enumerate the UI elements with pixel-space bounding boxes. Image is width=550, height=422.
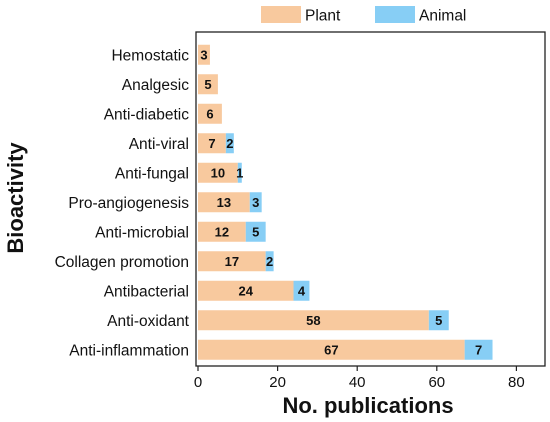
category-label-anti-oxidant: Anti-oxidant — [107, 313, 190, 330]
bar-animal-pro-angiogenesis — [249, 192, 262, 213]
axes-group: 0 20 40 60 80 — [194, 31, 546, 391]
bars-group — [198, 44, 493, 360]
data-label-animal-anti-oxidant: 5 — [435, 313, 442, 328]
data-label-plant-collagen-promotion: 17 — [225, 254, 239, 269]
legend-swatch-animal — [375, 6, 415, 23]
category-label-hemostatic: Hemostatic — [111, 47, 189, 64]
data-label-plant-anti-fungal: 10 — [211, 165, 225, 180]
bar-plant-collagen-promotion — [198, 251, 266, 272]
data-label-animal-antibacterial: 4 — [298, 283, 306, 298]
data-label-animal-anti-fungal: 1 — [236, 165, 243, 180]
data-label-plant-pro-angiogenesis: 13 — [217, 195, 231, 210]
bar-plant-anti-diabetic — [198, 103, 222, 124]
data-label-animal-anti-inflammation: 7 — [475, 342, 482, 357]
bar-plant-antibacterial — [198, 280, 294, 301]
category-label-anti-diabetic: Anti-diabetic — [104, 106, 190, 123]
category-label-pro-angiogenesis: Pro-angiogenesis — [68, 195, 189, 212]
bar-plant-anti-oxidant — [198, 310, 429, 331]
bar-animal-anti-viral — [225, 133, 234, 154]
bar-animal-anti-microbial — [245, 221, 266, 242]
x-axis-title: No. publications — [282, 393, 453, 418]
data-label-plant-anti-microbial: 12 — [215, 224, 229, 239]
data-label-animal-pro-angiogenesis: 3 — [252, 195, 259, 210]
category-label-anti-fungal: Anti-fungal — [115, 165, 189, 182]
data-label-plant-anti-viral: 7 — [208, 136, 215, 151]
category-label-anti-microbial: Anti-microbial — [95, 224, 189, 241]
legend-label-plant: Plant — [305, 8, 341, 25]
x-tick-label-0: 0 — [194, 374, 202, 391]
bar-animal-anti-fungal — [237, 162, 242, 183]
data-label-animal-anti-microbial: 5 — [252, 224, 259, 239]
bar-animal-anti-inflammation — [464, 339, 493, 360]
category-label-antibacterial: Antibacterial — [104, 283, 189, 300]
x-tick-label-40: 40 — [349, 374, 366, 391]
category-label-analgesic: Analgesic — [122, 77, 189, 94]
bar-plant-anti-viral — [198, 133, 226, 154]
category-label-anti-viral: Anti-viral — [129, 136, 189, 153]
bar-plant-hemostatic — [198, 44, 210, 65]
data-label-animal-collagen-promotion: 2 — [266, 254, 273, 269]
legend: Plant Animal — [261, 6, 466, 25]
plot-frame — [195, 31, 546, 367]
category-label-collagen-promotion: Collagen promotion — [55, 254, 189, 271]
data-label-animal-anti-viral: 2 — [226, 136, 233, 151]
data-label-plant-anti-oxidant: 58 — [306, 313, 320, 328]
bar-plant-analgesic — [198, 74, 218, 95]
bar-plant-pro-angiogenesis — [198, 192, 250, 213]
data-label-plant-anti-diabetic: 6 — [206, 106, 213, 121]
data-label-plant-antibacterial: 24 — [239, 283, 254, 298]
bar-animal-collagen-promotion — [265, 251, 274, 272]
bar-animal-antibacterial — [293, 280, 310, 301]
category-labels-group: Hemostatic Analgesic Anti-diabetic Anti-vir… — [55, 47, 190, 359]
bar-plant-anti-inflammation — [198, 339, 465, 360]
bar-plant-anti-microbial — [198, 221, 246, 242]
x-tick-label-80: 80 — [508, 374, 525, 391]
data-label-plant-hemostatic: 3 — [200, 47, 207, 62]
legend-label-animal: Animal — [419, 8, 466, 25]
bar-animal-anti-oxidant — [428, 310, 449, 331]
category-label-anti-inflammation: Anti-inflammation — [69, 342, 189, 359]
data-label-plant-analgesic: 5 — [204, 77, 211, 92]
x-tick-label-60: 60 — [428, 374, 445, 391]
legend-swatch-plant — [261, 6, 301, 23]
x-tick-label-20: 20 — [269, 374, 286, 391]
data-label-plant-anti-inflammation: 67 — [324, 342, 338, 357]
y-axis-title: Bioactivity — [3, 142, 28, 254]
bar-plant-anti-fungal — [198, 162, 238, 183]
